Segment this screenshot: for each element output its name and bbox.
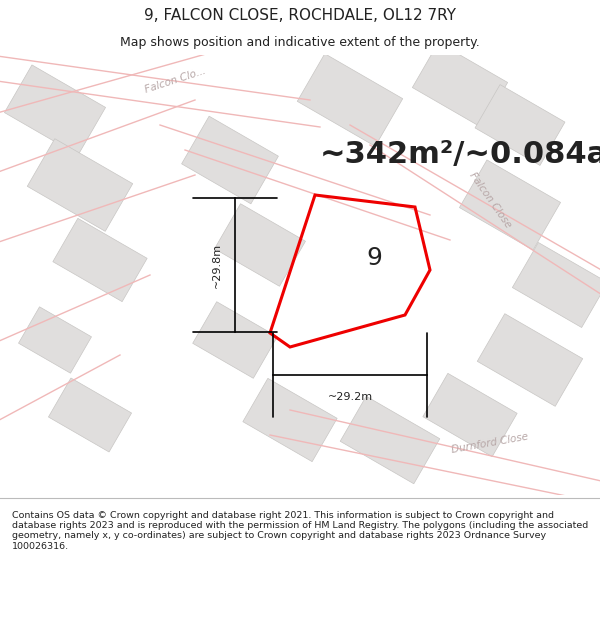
Text: ~342m²/~0.084ac.: ~342m²/~0.084ac. (320, 141, 600, 169)
Text: Falcon Close: Falcon Close (467, 170, 513, 230)
Text: Falcon Clo...: Falcon Clo... (143, 66, 207, 94)
Polygon shape (475, 84, 565, 166)
Polygon shape (193, 302, 277, 378)
Polygon shape (477, 314, 583, 406)
Polygon shape (27, 139, 133, 231)
Text: 9: 9 (366, 246, 382, 270)
Polygon shape (340, 396, 440, 484)
Polygon shape (19, 307, 91, 373)
Text: Contains OS data © Crown copyright and database right 2021. This information is : Contains OS data © Crown copyright and d… (12, 511, 588, 551)
Polygon shape (297, 54, 403, 146)
Text: 9, FALCON CLOSE, ROCHDALE, OL12 7RY: 9, FALCON CLOSE, ROCHDALE, OL12 7RY (144, 8, 456, 23)
Polygon shape (49, 378, 131, 452)
Polygon shape (4, 65, 106, 155)
Polygon shape (53, 218, 147, 302)
Polygon shape (460, 160, 560, 250)
Polygon shape (512, 242, 600, 328)
Polygon shape (243, 378, 337, 462)
Text: Durnford Close: Durnford Close (451, 431, 529, 454)
Polygon shape (423, 373, 517, 457)
Polygon shape (182, 116, 278, 204)
Polygon shape (215, 204, 305, 286)
Text: ~29.8m: ~29.8m (212, 242, 222, 288)
Text: ~29.2m: ~29.2m (328, 392, 373, 402)
Text: Map shows position and indicative extent of the property.: Map shows position and indicative extent… (120, 36, 480, 49)
Polygon shape (412, 42, 508, 127)
